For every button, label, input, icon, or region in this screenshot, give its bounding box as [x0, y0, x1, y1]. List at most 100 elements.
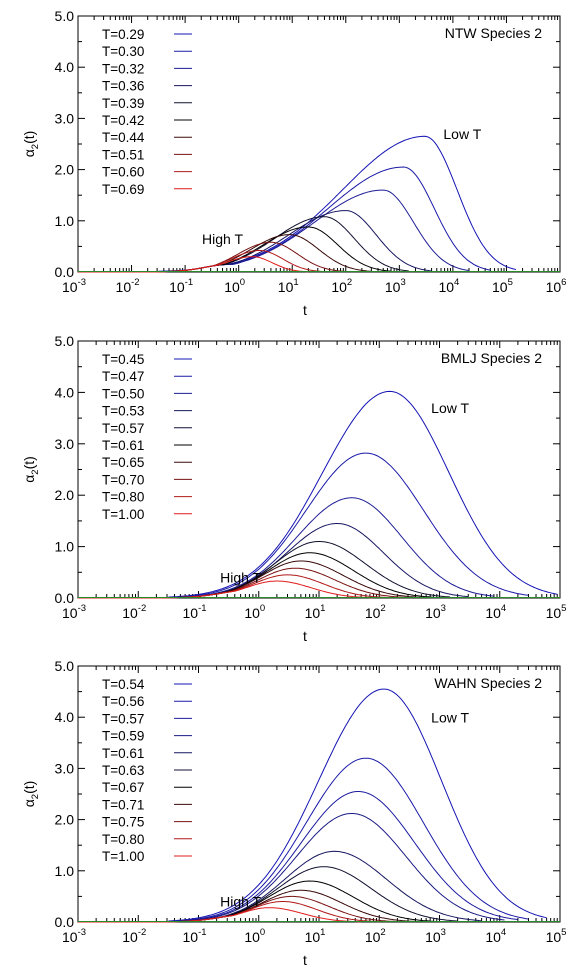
x-tick-label: 104: [485, 927, 506, 945]
legend-entry: T=0.57: [102, 421, 144, 436]
x-tick-label: 104: [438, 277, 459, 295]
legend-entry: T=0.45: [102, 352, 144, 367]
x-tick-label: 103: [385, 277, 406, 295]
x-tick-label: 10-2: [122, 927, 146, 945]
x-tick-label: 106: [546, 277, 567, 295]
annotation: Low T: [443, 126, 481, 142]
x-axis-label: t: [303, 628, 307, 644]
chart-panel-3: 10-3 10-2 10-1 100 101 102 103 104 105 0.0 1.0 2.0 3…: [21, 658, 566, 968]
y-tick-label: 1.0: [55, 863, 75, 879]
y-axis-label: α2(t): [21, 456, 41, 483]
x-tick-label: 105: [546, 603, 567, 621]
series-line: [78, 523, 469, 599]
x-tick-label: 100: [244, 927, 265, 945]
legend-entry: T=0.50: [102, 386, 144, 401]
legend-entry: T=0.51: [102, 147, 144, 162]
y-tick-label: 0.0: [55, 590, 75, 606]
x-tick-label: 103: [425, 603, 446, 621]
x-tick-label: 10-3: [62, 927, 86, 945]
x-tick-label: 105: [546, 927, 567, 945]
legend-entry: T=0.36: [102, 79, 144, 94]
y-axis-label: α2(t): [21, 781, 41, 808]
legend-entry: T=1.00: [102, 507, 144, 522]
legend-entry: T=0.53: [102, 404, 144, 419]
legend-entry: T=0.61: [102, 746, 144, 761]
y-tick-label: 4.0: [55, 384, 75, 400]
legend-entry: T=0.54: [102, 677, 145, 692]
panel-title: NTW Species 2: [445, 25, 542, 41]
annotation: High T: [202, 231, 243, 247]
x-tick-label: 101: [305, 603, 326, 621]
legend-entry: T=0.70: [102, 472, 144, 487]
series-line: [78, 216, 409, 273]
legend-entry: T=0.44: [102, 130, 145, 145]
series-line: [78, 813, 505, 923]
x-axis-label: t: [303, 952, 307, 968]
series-line: [78, 189, 470, 273]
y-tick-label: 3.0: [55, 760, 75, 776]
annotation: Low T: [431, 709, 469, 725]
y-tick-label: 0.0: [55, 914, 75, 930]
annotation: Low T: [431, 400, 469, 416]
x-tick-label: 102: [365, 603, 386, 621]
y-tick-label: 5.0: [55, 8, 75, 24]
x-tick-label: 10-3: [62, 277, 86, 295]
panel-title: WAHN Species 2: [434, 675, 542, 691]
y-tick-label: 1.0: [55, 213, 75, 229]
legend-entry: T=0.67: [102, 780, 144, 795]
legend-entry: T=0.65: [102, 455, 144, 470]
x-tick-label: 100: [224, 277, 245, 295]
y-tick-label: 5.0: [55, 658, 75, 674]
plot-frame: [77, 340, 561, 599]
series-line: [78, 688, 547, 923]
legend-entry: T=0.29: [102, 27, 144, 42]
legend-entry: T=1.00: [102, 849, 144, 864]
y-tick-label: 4.0: [55, 709, 75, 725]
legend-entry: T=0.63: [102, 763, 144, 778]
legend-entry: T=0.60: [102, 165, 144, 180]
x-tick-label: 10-1: [182, 927, 206, 945]
legend-entry: T=0.80: [102, 490, 144, 505]
legend-entry: T=0.75: [102, 815, 144, 830]
chart-panel-1: 10-3 10-2 10-1 100 101 102 103 104 105 106 0.0 1.0 2…: [21, 8, 566, 318]
x-tick-label: 104: [485, 603, 506, 621]
panel-title: BMLJ Species 2: [441, 350, 542, 366]
series-line: [78, 256, 309, 273]
legend-entry: T=0.42: [102, 113, 144, 128]
annotation: High T: [220, 570, 261, 586]
x-tick-label: 101: [305, 927, 326, 945]
series-line: [78, 866, 458, 923]
x-tick-label: 10-1: [169, 277, 193, 295]
x-tick-label: 10-2: [122, 603, 146, 621]
legend-entry: T=0.39: [102, 96, 144, 111]
y-tick-label: 2.0: [55, 812, 75, 828]
y-tick-label: 3.0: [55, 110, 75, 126]
x-tick-label: 10-1: [182, 603, 206, 621]
legend-entry: T=0.80: [102, 832, 144, 847]
legend-entry: T=0.47: [102, 369, 144, 384]
legend-entry: T=0.57: [102, 711, 144, 726]
y-tick-label: 4.0: [55, 59, 75, 75]
series-line: [78, 390, 558, 599]
y-axis-label: α2(t): [21, 131, 41, 158]
x-tick-label: 10-2: [116, 277, 140, 295]
x-tick-label: 102: [365, 927, 386, 945]
legend-entry: T=0.30: [102, 44, 144, 59]
x-tick-label: 102: [331, 277, 352, 295]
legend-entry: T=0.56: [102, 694, 144, 709]
y-tick-label: 1.0: [55, 539, 75, 555]
x-tick-label: 10-3: [62, 603, 86, 621]
plot-frame: [77, 15, 561, 273]
x-tick-label: 101: [278, 277, 299, 295]
legend-entry: T=0.69: [102, 182, 144, 197]
plot-frame: [77, 665, 561, 923]
annotation: High T: [220, 894, 261, 910]
series-line: [78, 452, 529, 599]
x-tick-label: 105: [492, 277, 513, 295]
x-tick-label: 100: [244, 603, 265, 621]
y-tick-label: 2.0: [55, 162, 75, 178]
legend-entry: T=0.32: [102, 61, 144, 76]
y-tick-label: 3.0: [55, 436, 75, 452]
y-tick-label: 5.0: [55, 333, 75, 349]
